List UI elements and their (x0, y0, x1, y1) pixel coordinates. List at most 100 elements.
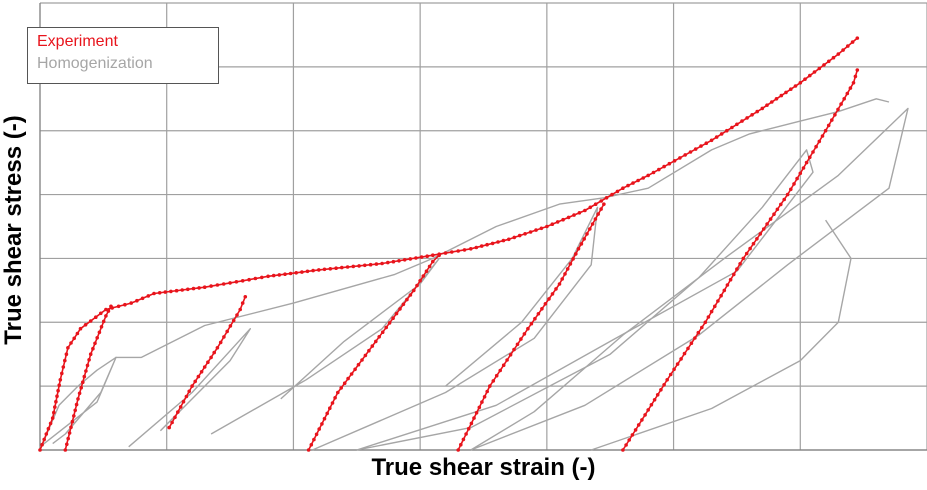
series-layer (38, 36, 909, 452)
data-point (314, 432, 319, 437)
data-point (817, 139, 822, 144)
data-point (631, 181, 635, 185)
data-point (782, 197, 786, 202)
data-point (328, 267, 333, 271)
data-point (109, 304, 113, 309)
data-point (599, 199, 603, 203)
data-point (543, 302, 548, 306)
data-point (735, 267, 739, 271)
data-point (61, 365, 66, 369)
data-point (74, 402, 79, 407)
data-point (345, 265, 350, 269)
data-point (66, 436, 70, 441)
data-point (333, 396, 337, 400)
data-point (588, 227, 592, 231)
series-line-homogenization (470, 107, 909, 451)
data-point (247, 277, 251, 282)
data-point (187, 389, 191, 394)
data-point (466, 426, 471, 431)
data-point (512, 235, 517, 240)
data-point (93, 341, 97, 346)
data-point (630, 433, 635, 437)
data-point (190, 384, 194, 388)
series-line-homogenization (590, 219, 852, 451)
data-point (501, 363, 506, 368)
data-point (391, 259, 396, 264)
data-point (738, 262, 742, 266)
data-point (585, 232, 589, 236)
data-point (218, 340, 223, 345)
data-point (173, 415, 177, 420)
data-point (106, 309, 111, 313)
data-point (604, 196, 609, 200)
data-point (82, 374, 87, 379)
data-point (793, 84, 798, 88)
data-point (412, 288, 416, 293)
data-point (199, 370, 204, 374)
data-point (54, 399, 58, 404)
data-point (761, 227, 766, 231)
data-point (176, 410, 180, 414)
data-point (547, 297, 551, 301)
data-point (851, 81, 856, 85)
data-point (322, 267, 327, 272)
data-point (765, 103, 769, 107)
data-point (386, 260, 390, 265)
data-point (431, 253, 435, 257)
data-point (405, 297, 409, 302)
data-point (540, 307, 544, 311)
data-point (683, 153, 687, 157)
data-point (342, 381, 347, 386)
data-point (209, 355, 213, 360)
data-point (374, 262, 379, 266)
data-point (377, 335, 382, 339)
data-point (730, 125, 734, 130)
data-point (735, 122, 739, 127)
data-point (719, 293, 723, 298)
data-point (197, 286, 201, 290)
data-point (456, 448, 461, 452)
data-point (474, 245, 479, 250)
data-point (351, 264, 356, 269)
data-point (572, 213, 576, 217)
data-point (841, 48, 845, 52)
data-point (526, 326, 530, 331)
data-point (146, 294, 151, 298)
data-point (621, 186, 625, 190)
data-point (52, 410, 56, 415)
data-point (186, 287, 190, 292)
data-point (515, 342, 520, 347)
y-axis-label: True shear stress (-) (0, 115, 27, 345)
data-point (235, 313, 239, 317)
data-point (346, 376, 350, 381)
data-point (709, 309, 714, 314)
data-point (696, 330, 701, 335)
data-point (508, 353, 513, 357)
data-point (682, 351, 687, 356)
data-point (678, 156, 682, 160)
data-point (719, 132, 724, 136)
data-point (533, 316, 537, 321)
data-point (507, 237, 511, 242)
data-point (384, 325, 389, 330)
data-point (808, 155, 812, 160)
data-point (679, 357, 683, 361)
data-point (414, 256, 418, 260)
series-line-homogenization (39, 98, 890, 451)
data-point (574, 252, 578, 256)
data-point (336, 390, 340, 395)
data-point (408, 293, 413, 297)
data-point (317, 268, 321, 272)
data-point (88, 352, 93, 357)
series-experiment (38, 36, 860, 452)
data-point (517, 233, 522, 238)
data-point (212, 350, 216, 355)
data-point (353, 367, 357, 372)
data-point (228, 324, 233, 328)
data-point (202, 285, 207, 290)
data-point (646, 408, 650, 412)
data-point (523, 232, 527, 236)
data-point (582, 237, 586, 241)
data-point (602, 202, 606, 206)
